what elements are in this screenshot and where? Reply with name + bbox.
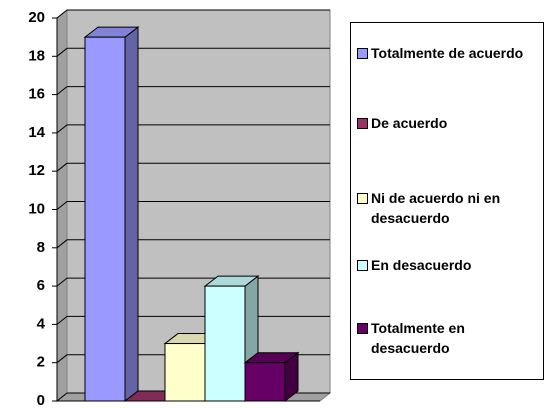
legend-label: Ni de acuerdo ni en desacuerdo (371, 190, 501, 226)
legend-swatch (357, 193, 368, 204)
legend-label: Totalmente en desacuerdo (371, 320, 465, 356)
y-tick-label: 4 (37, 315, 46, 332)
y-tick-label: 14 (28, 124, 45, 141)
legend-entry: Totalmente en desacuerdo (357, 318, 543, 358)
y-tick-label: 6 (37, 277, 45, 294)
grid-line-side (56, 124, 68, 134)
bar (244, 362, 286, 402)
legend-entry: De acuerdo (357, 113, 543, 133)
legend-swatch (357, 118, 368, 129)
legend-swatch (357, 260, 368, 271)
grid-line-side (56, 201, 68, 210)
y-tick-label: 0 (37, 392, 45, 408)
grid-line-side (56, 162, 68, 172)
legend-entry: Totalmente de acuerdo (357, 43, 543, 63)
y-tick-label: 20 (28, 9, 45, 26)
bar (204, 285, 246, 402)
legend: Totalmente de acuerdo De acuerdo Ni de acu… (350, 22, 544, 380)
y-tick-label: 8 (37, 239, 45, 256)
legend-swatch (357, 323, 368, 334)
grid-line-side (56, 316, 68, 325)
legend-entry: Ni de acuerdo ni en desacuerdo (357, 188, 543, 228)
bar (84, 36, 126, 402)
y-tick-label: 2 (37, 354, 45, 371)
legend-label: Totalmente de acuerdo (371, 45, 524, 61)
y-tick-label: 16 (28, 86, 45, 103)
grid-line-side (56, 239, 68, 249)
legend-label: De acuerdo (371, 115, 448, 131)
legend-swatch (357, 48, 368, 59)
grid-line-side (56, 47, 68, 57)
grid-line-side (56, 9, 68, 19)
y-tick-label: 18 (28, 47, 45, 64)
bar (164, 343, 206, 402)
grid-line-side (56, 277, 68, 287)
legend-label: En desacuerdo (371, 257, 472, 273)
y-tick-label: 10 (28, 200, 45, 217)
bar-side (124, 26, 139, 403)
grid-line-side (56, 86, 68, 95)
y-tick-label: 12 (28, 162, 45, 179)
legend-entry: En desacuerdo (357, 255, 543, 275)
grid-line-side (56, 392, 68, 402)
grid-line-side (56, 354, 68, 364)
